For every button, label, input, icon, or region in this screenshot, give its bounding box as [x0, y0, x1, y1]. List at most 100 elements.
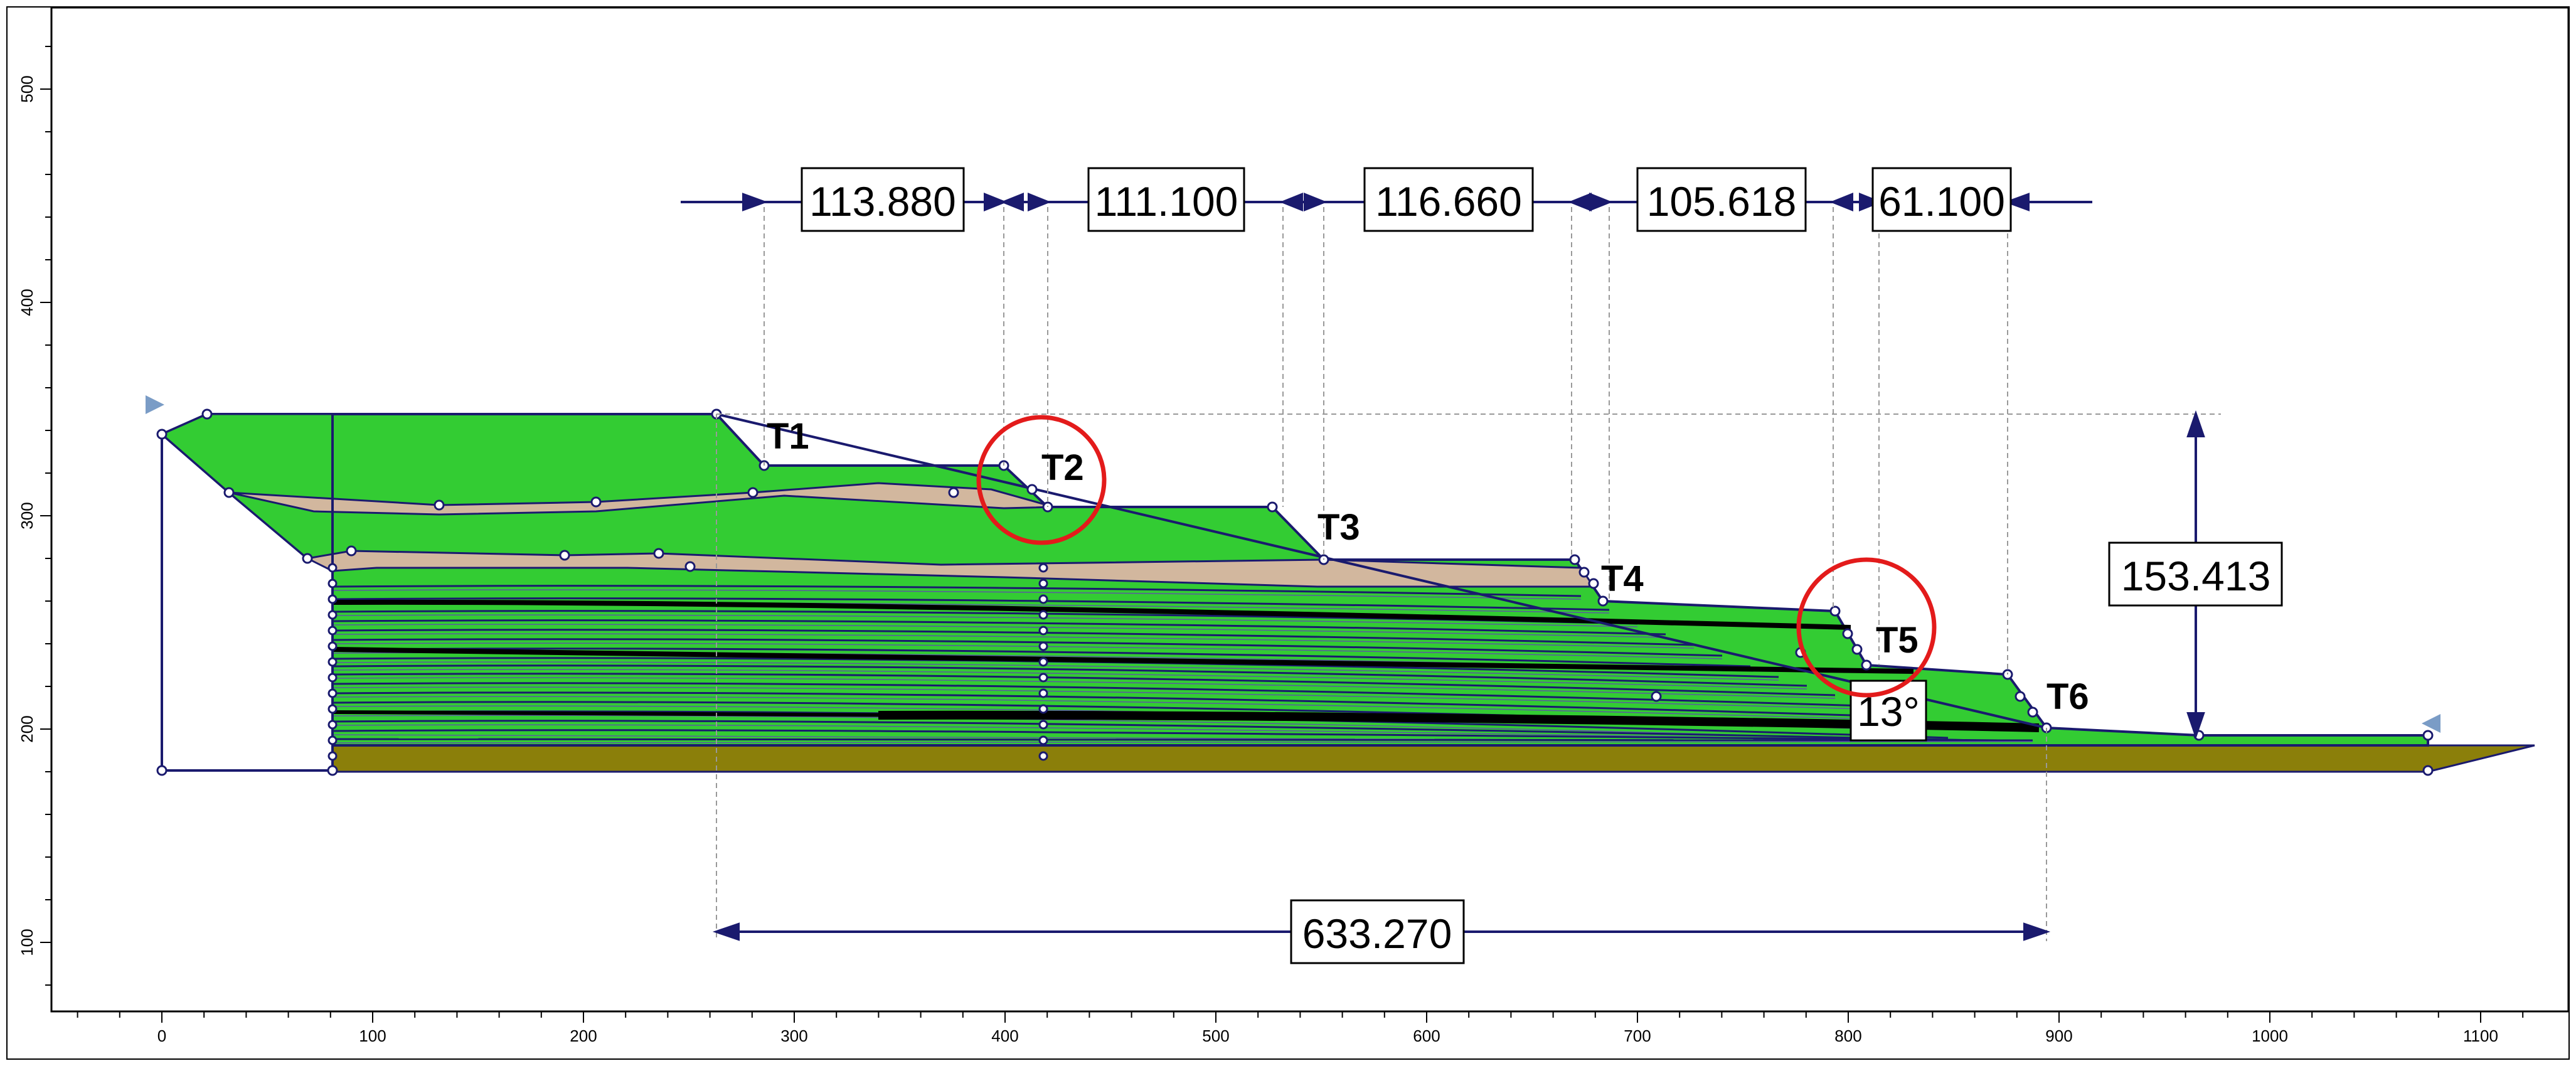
vertex-node[interactable] — [327, 578, 338, 589]
right-boundary-marker[interactable] — [2422, 714, 2440, 733]
dim-box — [801, 167, 965, 232]
bench-label-t1: T1 — [767, 416, 809, 457]
vertex-node[interactable] — [684, 561, 696, 572]
vertex-node[interactable] — [1597, 595, 1609, 607]
vertex-node[interactable] — [1829, 605, 1841, 617]
vertex-node[interactable] — [1038, 610, 1048, 620]
arrowhead — [1829, 193, 1853, 211]
vertex-node[interactable] — [1038, 735, 1048, 745]
y-axis-minor-ticks — [40, 46, 51, 986]
bedrock-layer[interactable] — [331, 744, 2535, 773]
vertex-node[interactable] — [1569, 554, 1580, 565]
arrowhead — [1859, 193, 1883, 211]
vertex-node[interactable] — [327, 610, 338, 620]
stratum-line — [332, 642, 1723, 659]
arrowhead — [984, 193, 1008, 211]
left-boundary-marker[interactable] — [146, 395, 164, 414]
vertex-node[interactable] — [1588, 578, 1599, 589]
x-ruler[interactable] — [8, 1011, 2568, 1058]
x-tick-label: 1100 — [2463, 1026, 2498, 1045]
x-axis-minor-ticks — [77, 1011, 2524, 1023]
vertex-node[interactable] — [302, 553, 313, 564]
stratum-line — [332, 629, 1695, 646]
vertex-node[interactable] — [2014, 691, 2026, 702]
vertex-node[interactable] — [1038, 641, 1048, 651]
vertex-node[interactable] — [1038, 563, 1048, 573]
vertex-node[interactable] — [327, 704, 338, 714]
vertex-node[interactable] — [1842, 628, 1853, 639]
vertex-node[interactable] — [346, 545, 357, 557]
vertex-node[interactable] — [1038, 673, 1048, 683]
dimension-guides — [716, 207, 2221, 941]
vertex-node[interactable] — [590, 496, 602, 508]
vertex-node[interactable] — [1038, 751, 1048, 761]
vertex-node[interactable] — [559, 550, 570, 561]
overall-slope-line — [716, 413, 2047, 729]
dim-box — [1871, 167, 2012, 232]
vertex-node[interactable] — [327, 641, 338, 651]
vertex-node[interactable] — [327, 765, 338, 776]
x-tick-label: 0 — [157, 1026, 166, 1045]
stratum-line — [332, 597, 1610, 611]
x-tick-label: 900 — [2045, 1026, 2072, 1045]
vertex-node[interactable] — [156, 765, 168, 776]
vertex-node[interactable] — [327, 720, 338, 730]
clay-layer-middle[interactable] — [304, 550, 1595, 588]
vertex-node[interactable] — [2422, 765, 2434, 776]
stratum-line — [332, 696, 1892, 720]
vertex-node[interactable] — [327, 673, 338, 683]
arrowhead — [1589, 193, 1613, 211]
vertex-node[interactable] — [653, 548, 664, 559]
vertex-node[interactable] — [1026, 484, 1038, 495]
vertex-node[interactable] — [2422, 730, 2434, 741]
x-axis-tick-labels: 0 100 200 300 400 500 600 700 800 900 10… — [157, 1026, 2498, 1045]
stratum-line — [332, 669, 1807, 690]
vertex-node[interactable] — [1861, 659, 1872, 671]
arrowhead — [2004, 193, 2030, 211]
vertex-node[interactable] — [223, 487, 235, 498]
stratum-line — [332, 638, 1723, 657]
y-tick-label: 400 — [18, 289, 36, 316]
vertex-node[interactable] — [747, 487, 758, 498]
vertex-node[interactable] — [2027, 706, 2038, 718]
vertex-node[interactable] — [434, 499, 445, 511]
vertex-node[interactable] — [1038, 594, 1048, 604]
vertex-node[interactable] — [201, 408, 213, 420]
bench-width-4: 105.618 — [1647, 178, 1797, 225]
x-tick-label: 400 — [991, 1026, 1018, 1045]
vertex-node[interactable] — [1038, 578, 1048, 589]
vertex-node[interactable] — [1578, 567, 1590, 578]
bench-label-t4: T4 — [1601, 558, 1644, 599]
arrowhead — [2186, 410, 2205, 437]
bench-label-t2: T2 — [1041, 447, 1084, 488]
dim-box — [1636, 167, 1807, 232]
vertex-node[interactable] — [1267, 501, 1278, 513]
arrowhead — [712, 922, 740, 941]
vertex-node[interactable] — [948, 487, 959, 498]
vertex-node[interactable] — [327, 563, 338, 573]
vertex-node[interactable] — [1038, 704, 1048, 714]
vertex-node[interactable] — [1851, 644, 1863, 655]
vertex-node[interactable] — [327, 735, 338, 745]
stratum-line — [332, 619, 1666, 636]
arrowhead — [742, 193, 768, 211]
bench-label-t5: T5 — [1876, 620, 1919, 661]
total-length-label: 633.270 — [1302, 910, 1452, 957]
vertex-node[interactable] — [327, 626, 338, 636]
vertex-node[interactable] — [327, 657, 338, 667]
vertex-node[interactable] — [1038, 688, 1048, 698]
vertex-node[interactable] — [1038, 720, 1048, 730]
vertex-node[interactable] — [1651, 691, 1662, 702]
x-tick-label: 600 — [1413, 1026, 1440, 1045]
dark-band — [332, 710, 942, 717]
y-ruler[interactable] — [8, 8, 51, 1019]
vertex-node[interactable] — [1038, 657, 1048, 667]
vertex-node[interactable] — [327, 594, 338, 604]
total-height-label: 153.413 — [2121, 553, 2271, 599]
y-tick-label: 100 — [18, 929, 36, 956]
vertex-node[interactable] — [1038, 626, 1048, 636]
vertex-node[interactable] — [327, 688, 338, 698]
vertex-node[interactable] — [327, 751, 338, 761]
vertex-node[interactable] — [156, 429, 168, 440]
y-tick-label: 500 — [18, 75, 36, 102]
